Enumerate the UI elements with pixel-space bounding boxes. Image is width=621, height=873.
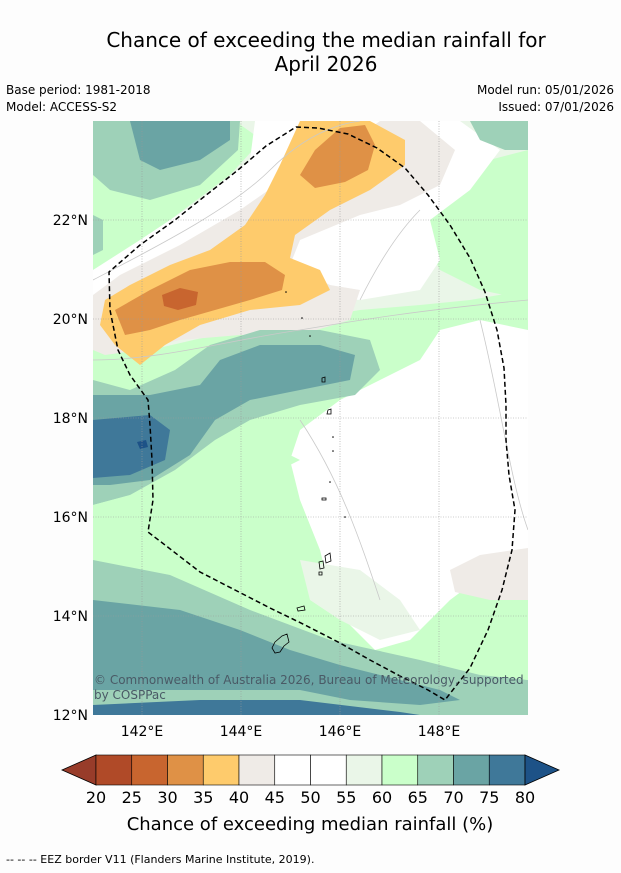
lat-label-20: 20°N — [53, 312, 88, 328]
island-small-2 — [326, 408, 332, 415]
field-orange-band — [115, 262, 285, 335]
colorbar-tick-label: 25 — [122, 788, 142, 807]
colorbar-tick-label: 35 — [193, 788, 213, 807]
colorbar-tick-label: 40 — [229, 788, 249, 807]
colorbar-swatch — [345, 754, 383, 786]
meta-right: Model run: 05/01/2026 Issued: 07/01/2026 — [477, 82, 614, 116]
lat-label-14: 14°N — [53, 609, 88, 625]
colorbar-swatch — [453, 754, 490, 786]
island-tinian — [318, 560, 325, 570]
title-line-2: April 2026 — [274, 52, 378, 76]
graticule — [93, 121, 528, 715]
colorbar-swatch — [488, 754, 526, 786]
lat-label-22: 22°N — [53, 213, 88, 229]
meta-left: Base period: 1981-2018 Model: ACCESS-S2 — [6, 82, 151, 116]
map-field — [93, 121, 528, 715]
colorbar-tick-label: 30 — [157, 788, 177, 807]
lat-label-18: 18°N — [53, 411, 88, 427]
eez-legend-note: -- -- -- EEZ border V11 (Flanders Marine… — [6, 853, 315, 866]
island-rota — [296, 605, 306, 612]
field-teal-nw-dark — [130, 121, 230, 170]
colorbar-swatch — [202, 754, 240, 786]
colorbar-tick-label: 65 — [408, 788, 428, 807]
lat-label-12: 12°N — [53, 708, 88, 724]
model-name: Model: ACCESS-S2 — [6, 100, 118, 114]
field-green-band-sw — [93, 450, 300, 530]
field-blue-bottom — [93, 700, 420, 715]
colorbar-labels: 20 25 30 35 40 45 50 55 60 65 70 75 80 — [86, 788, 535, 807]
island-small-4 — [318, 571, 323, 576]
colorbar-title: Chance of exceeding median rainfall (%) — [127, 814, 494, 835]
island-dots — [285, 291, 346, 518]
lon-label-144: 144°E — [220, 724, 263, 740]
colorbar-swatch — [95, 754, 133, 786]
island-guam — [271, 633, 290, 654]
island-small-3 — [321, 376, 326, 383]
colorbar-tick-label: 50 — [300, 788, 320, 807]
islands — [271, 376, 332, 654]
colorbar-swatch — [417, 754, 454, 786]
base-period: Base period: 1981-2018 — [6, 83, 151, 97]
credit-line-1: © Commonwealth of Australia 2026, Bureau… — [94, 673, 524, 687]
colorbar-swatch — [238, 754, 276, 786]
eez-border — [108, 126, 516, 701]
colorbar-tick-label: 75 — [479, 788, 499, 807]
title-line-1: Chance of exceeding the median rainfall … — [106, 28, 546, 52]
field-teal-ne — [470, 121, 528, 150]
island-small-1 — [321, 497, 327, 501]
model-run: Model run: 05/01/2026 — [476, 83, 614, 97]
credit-line-2: by COSPPac — [94, 688, 166, 702]
issued-date: Issued: 07/01/2026 — [498, 100, 614, 114]
colorbar-tick-label: 20 — [86, 788, 106, 807]
field-teal-w — [93, 215, 103, 255]
colorbar-swatch — [167, 754, 204, 786]
chart-title: Chance of exceeding the median rainfall … — [0, 28, 621, 76]
colorbar-under-arrow — [61, 754, 97, 786]
colorbar-swatch — [274, 754, 311, 786]
lon-label-146: 146°E — [319, 724, 362, 740]
field-orange-north — [300, 125, 375, 188]
lat-label-16: 16°N — [53, 510, 88, 526]
field-white-lower — [300, 560, 420, 640]
colorbar-swatch — [131, 754, 168, 786]
field-green-se — [430, 645, 528, 680]
contour-lines — [93, 121, 528, 601]
field-blue-dot — [137, 440, 148, 449]
island-saipan — [324, 552, 332, 564]
rainfall-map: © Commonwealth of Australia 2026, Bureau… — [53, 121, 528, 740]
field-dark-orange — [162, 288, 198, 310]
colorbar-tick-label: 80 — [515, 788, 535, 807]
colorbar-swatch — [381, 754, 419, 786]
lon-label-142: 142°E — [121, 724, 164, 740]
lon-label-148: 148°E — [418, 724, 461, 740]
colorbar-tick-label: 45 — [265, 788, 285, 807]
colorbar-tick-label: 55 — [336, 788, 356, 807]
colorbar: 20 25 30 35 40 45 50 55 60 65 70 75 80 Chance of exc… — [61, 754, 560, 835]
colorbar-swatches — [61, 754, 560, 786]
colorbar-over-arrow — [524, 754, 560, 786]
colorbar-tick-label: 70 — [443, 788, 463, 807]
colorbar-swatch — [310, 754, 347, 786]
colorbar-tick-label: 60 — [372, 788, 392, 807]
